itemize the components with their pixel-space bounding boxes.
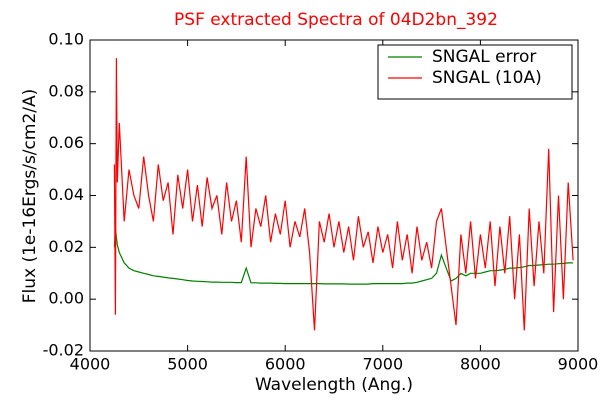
x-tick-label: 7000 [362,355,403,374]
y-tick-label: 0.04 [48,185,84,204]
x-axis-label: Wavelength (Ang.) [255,375,413,395]
x-tick-label: 8000 [460,355,501,374]
y-tick-label: 0.02 [48,237,84,256]
legend-box [377,44,573,100]
y-tick-label: -0.02 [43,341,84,360]
y-tick-label: 0.00 [48,289,84,308]
series-line [113,229,574,285]
x-tick-label: 9000 [558,355,599,374]
x-tick-label: 4000 [70,355,111,374]
legend-label: SNGAL error [432,47,536,67]
chart-title: PSF extracted Spectra of 04D2bn_392 [174,10,498,30]
x-tick-label: 6000 [265,355,306,374]
y-tick-label: 0.06 [48,133,84,152]
plot-frame [89,39,579,352]
x-tick-label: 5000 [167,355,208,374]
y-axis-label: Flux (1e-16Ergs/s/cm2/A) [20,89,40,304]
y-tick-label: 0.08 [48,81,84,100]
series-line [113,58,574,331]
legend-label: SNGAL (10A) [432,68,542,88]
y-tick-label: 0.10 [48,30,84,49]
